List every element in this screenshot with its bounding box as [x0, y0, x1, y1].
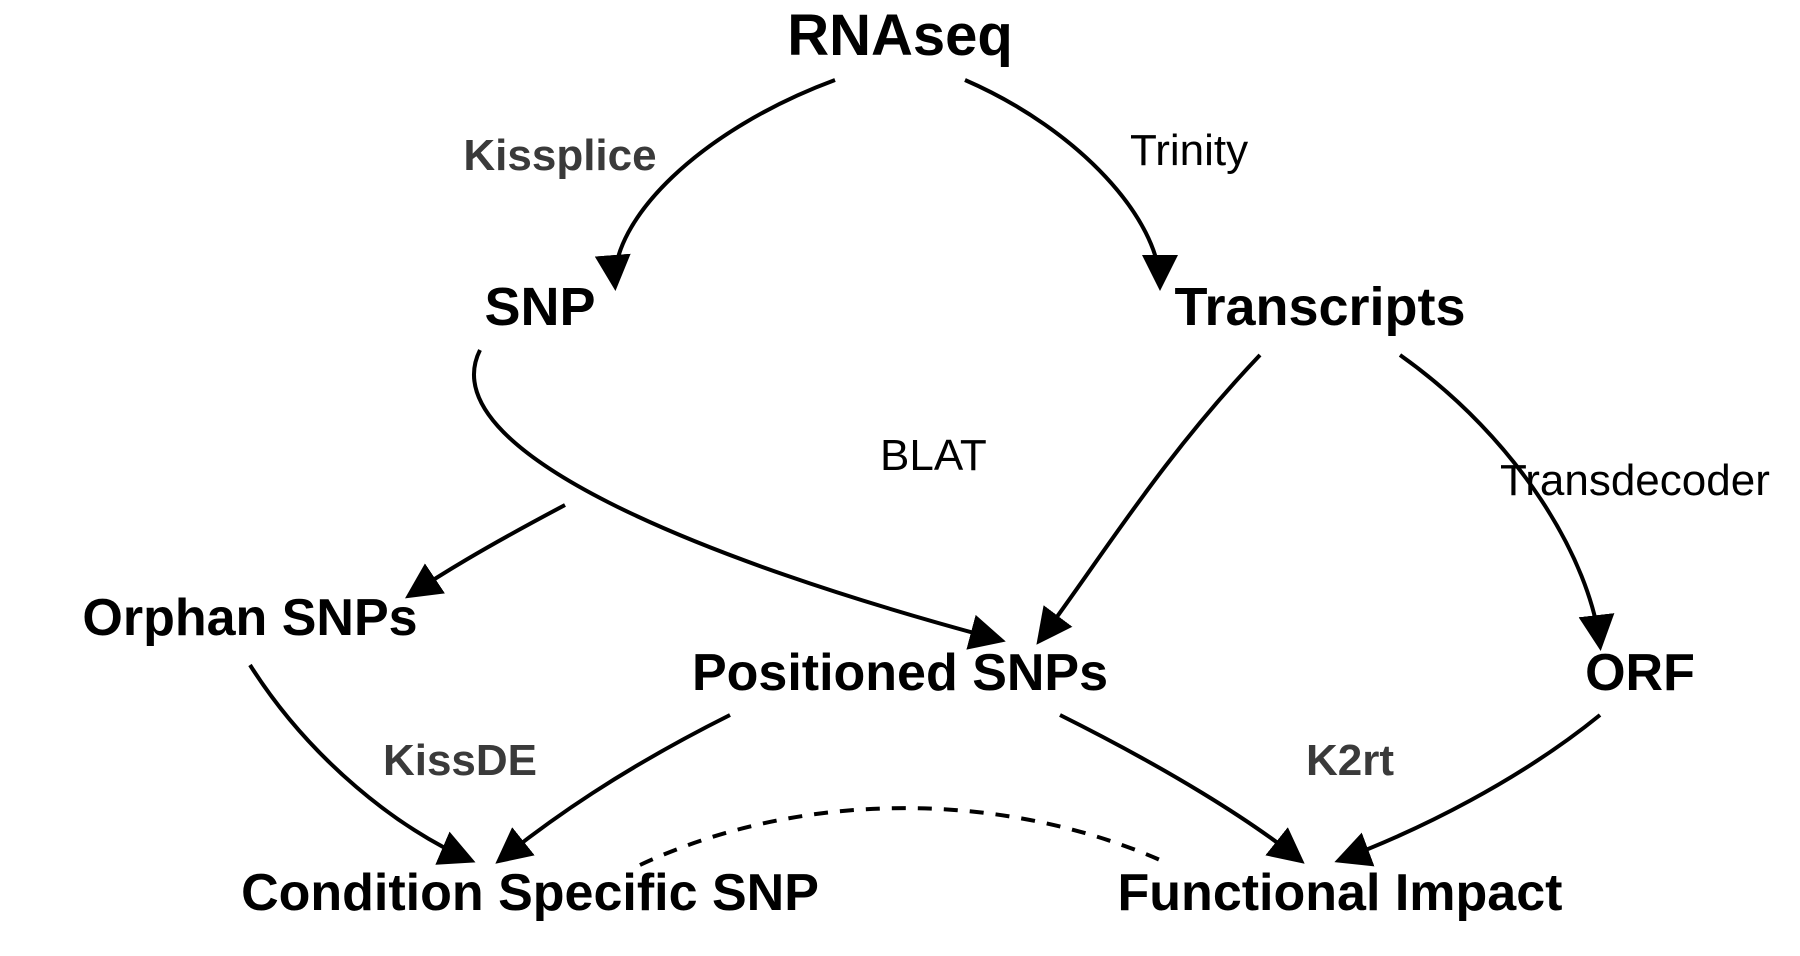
node-functional-impact: Functional Impact	[1118, 864, 1563, 922]
edge-label-k2rt: K2rt	[1306, 736, 1394, 785]
flowchart-canvas: Kissplice Trinity BLAT Transdecoder Kiss…	[0, 0, 1800, 956]
edge-label-kissde: KissDE	[383, 736, 537, 785]
node-rnaseq: RNAseq	[787, 3, 1013, 68]
edge-rnaseq-snp	[615, 80, 835, 285]
edge-condition-functional	[640, 808, 1160, 865]
edge-rnaseq-transcripts	[965, 80, 1160, 285]
node-snp: SNP	[484, 277, 595, 337]
edge-label-blat: BLAT	[880, 431, 987, 480]
edge-transcripts-positioned	[1040, 355, 1260, 640]
edge-label-kissplice: Kissplice	[463, 131, 656, 180]
edge-label-transdecoder: Transdecoder	[1500, 456, 1770, 505]
node-positioned-snps: Positioned SNPs	[692, 644, 1108, 702]
edge-positioned-functional	[1060, 715, 1300, 860]
edge-label-trinity: Trinity	[1130, 126, 1248, 175]
node-transcripts: Transcripts	[1174, 277, 1465, 337]
edge-snp-positioned	[474, 350, 1000, 640]
node-orf: ORF	[1585, 644, 1695, 702]
node-condition-specific-snp: Condition Specific SNP	[241, 864, 819, 922]
edge-snp-orphan	[410, 505, 565, 595]
node-orphan-snps: Orphan SNPs	[82, 589, 417, 647]
